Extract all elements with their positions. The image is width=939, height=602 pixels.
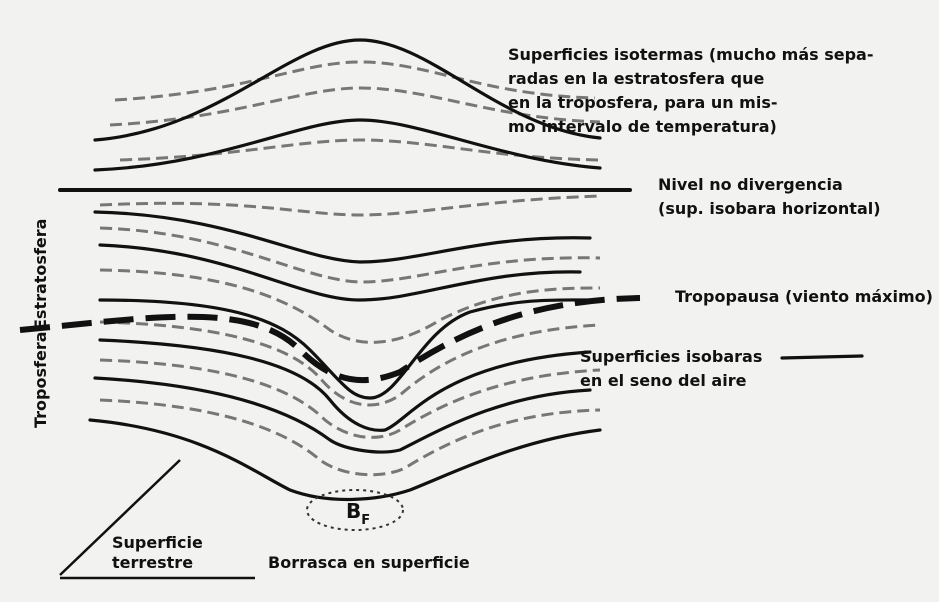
level-label: (sup. isobara horizontal) xyxy=(658,199,881,218)
isobar-label: en el seno del aire xyxy=(580,371,747,390)
isobar-label: Superficies isobaras xyxy=(580,347,762,366)
isobar xyxy=(98,243,582,302)
isotherm-label: radas en la estratosfera que xyxy=(508,69,764,88)
ground-pointer xyxy=(59,459,255,580)
level-label: Nivel no divergencia xyxy=(658,175,843,194)
isotherm xyxy=(99,268,601,344)
ground-label: Superficie xyxy=(112,533,203,552)
surface-isobar xyxy=(88,418,602,502)
isobar xyxy=(98,298,592,400)
ground-label: terrestre xyxy=(112,553,193,572)
isobars xyxy=(19,38,864,580)
low-symbol-main: B xyxy=(346,499,361,523)
isotherm xyxy=(99,320,601,407)
isobar-sample xyxy=(780,354,864,360)
isotherm xyxy=(109,86,601,127)
isobar xyxy=(93,118,602,172)
isobar xyxy=(98,338,592,432)
isotherm xyxy=(99,194,601,217)
isotherm-label: Superficies isotermas (mucho más sepa- xyxy=(508,45,873,64)
low-label: Borrasca en superficie xyxy=(268,553,470,572)
isobar xyxy=(93,376,592,454)
isobar xyxy=(93,38,602,142)
isotherm xyxy=(99,398,601,477)
tropopause-label: Tropopausa (viento máximo) xyxy=(675,287,933,306)
isobar xyxy=(93,210,592,264)
isotherm xyxy=(99,358,601,439)
low-symbol-sub: F xyxy=(361,513,370,528)
low-ellipse xyxy=(306,489,404,531)
troposphere-label: Troposfera xyxy=(31,331,50,428)
isotherm-label: en la troposfera, para un mis- xyxy=(508,93,778,112)
stratosphere-label: Estratosfera xyxy=(31,219,50,330)
isotherm-label: mo intervalo de temperatura) xyxy=(508,117,777,136)
tropopause xyxy=(19,295,641,384)
low-symbol: BF xyxy=(346,499,370,528)
